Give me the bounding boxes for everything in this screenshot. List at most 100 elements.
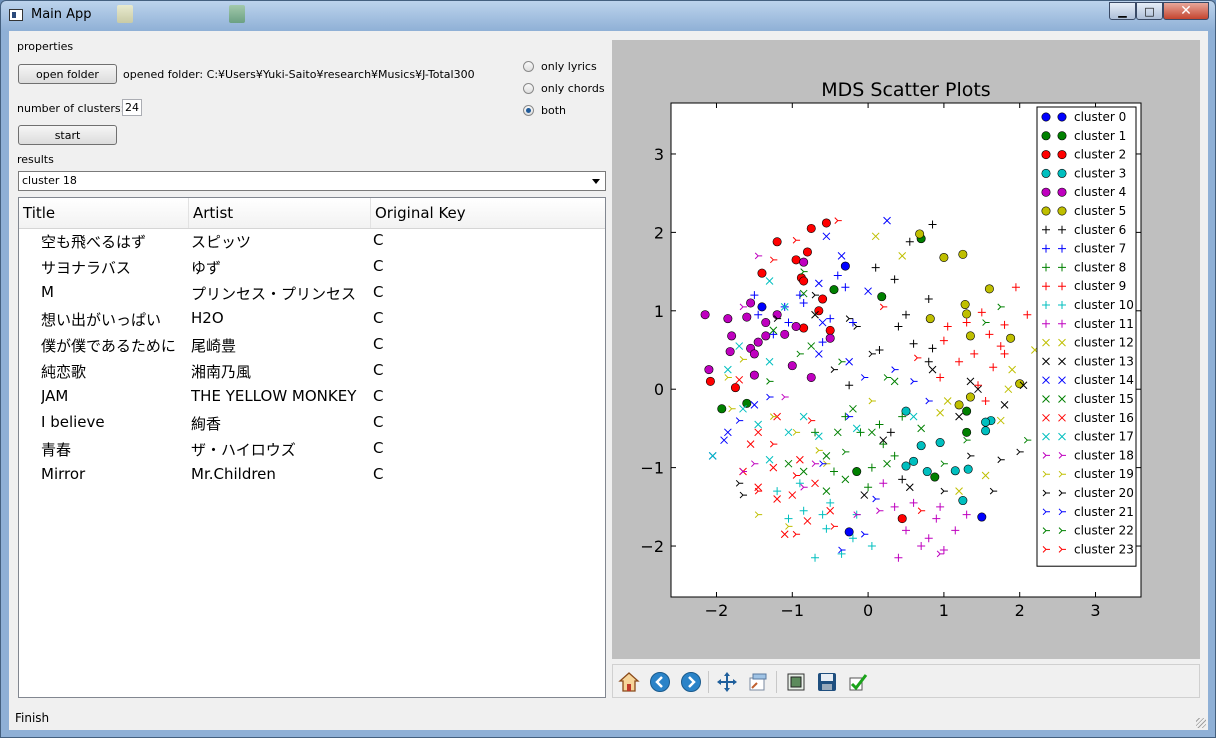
legend-marker <box>1058 452 1066 459</box>
table-row[interactable]: サヨナラバス ゆず C <box>19 255 605 281</box>
clusters-input[interactable]: 24 <box>122 99 142 116</box>
legend-label: cluster 17 <box>1074 430 1134 444</box>
open-folder-button[interactable]: open folder <box>18 64 117 84</box>
legend-marker <box>1058 301 1066 309</box>
data-point <box>940 460 948 468</box>
data-point <box>984 284 994 294</box>
legend-marker <box>1042 508 1050 516</box>
close-button[interactable]: ✕ <box>1163 2 1209 20</box>
data-point <box>822 487 831 495</box>
y-tick-label: −2 <box>640 537 664 556</box>
back-icon[interactable] <box>647 669 673 695</box>
legend-marker <box>1042 263 1050 272</box>
data-point <box>943 322 952 331</box>
table-row[interactable]: 空も飛べるはず スピッツ C <box>19 229 605 255</box>
data-point <box>765 277 774 285</box>
cell-original-key: C <box>373 387 384 405</box>
data-point <box>825 333 835 343</box>
table-row[interactable]: 純恋歌 湘南乃風 C <box>19 359 605 385</box>
data-point <box>872 495 880 503</box>
save-icon[interactable] <box>814 669 840 695</box>
data-point <box>909 498 918 507</box>
pan-icon[interactable] <box>714 669 740 695</box>
table-row[interactable]: Mirror Mr.Children C <box>19 463 605 489</box>
column-header-artist[interactable]: Artist <box>189 198 371 228</box>
column-header-original-key[interactable]: Original Key <box>375 204 466 222</box>
plot-canvas[interactable]: MDS Scatter Plots −2 −1 0 1 2 3 −2 −1 0 1 2 3 cluster… <box>612 40 1200 659</box>
minimize-button[interactable]: ▁ <box>1109 2 1136 20</box>
radio-only-lyrics[interactable]: only lyrics <box>523 60 597 73</box>
data-point <box>754 252 763 260</box>
legend-marker <box>1058 489 1066 497</box>
table-row[interactable]: 想い出がいっぱい H2O C <box>19 307 605 333</box>
cell-artist: 湘南乃風 <box>191 363 252 381</box>
data-point <box>989 363 998 372</box>
chevron-down-icon[interactable] <box>592 179 600 184</box>
radio-label: only lyrics <box>541 60 597 73</box>
home-icon[interactable] <box>616 669 642 695</box>
x-tick-label: −1 <box>780 601 804 620</box>
data-point <box>910 378 918 385</box>
cell-original-key: C <box>373 283 384 301</box>
legend-marker <box>1042 244 1050 253</box>
data-point <box>739 303 748 311</box>
data-point <box>928 365 937 374</box>
data-point <box>723 314 733 324</box>
cell-artist: 絢香 <box>191 415 222 433</box>
data-point <box>985 330 994 339</box>
legend-label: cluster 18 <box>1074 448 1134 462</box>
legend-marker <box>1058 508 1066 516</box>
data-point <box>940 487 948 495</box>
legend-label: cluster 7 <box>1074 242 1126 256</box>
maximize-button[interactable]: □ <box>1136 2 1163 20</box>
data-point <box>757 302 767 312</box>
radio-indicator[interactable] <box>523 83 534 94</box>
data-point <box>825 325 835 335</box>
radio-both[interactable]: both <box>523 104 566 117</box>
data-point <box>867 542 876 551</box>
data-point <box>766 378 774 385</box>
table-row[interactable]: 僕が僕であるために 尾崎豊 C <box>19 333 605 359</box>
data-point <box>841 475 850 484</box>
data-point <box>749 349 759 359</box>
data-point <box>802 247 812 257</box>
legend-label: cluster 9 <box>1074 279 1126 293</box>
chart-title: MDS Scatter Plots <box>821 79 990 101</box>
cell-artist: THE YELLOW MONKEY <box>191 387 357 405</box>
cell-artist: 尾崎豊 <box>191 337 237 355</box>
data-point <box>811 460 820 468</box>
legend-marker <box>1057 150 1067 160</box>
title-bar[interactable]: Main App ▁ □ ✕ <box>1 1 1215 31</box>
table-row[interactable]: JAM THE YELLOW MONKEY C <box>19 385 605 411</box>
data-point <box>799 467 808 476</box>
radio-only-chords[interactable]: only chords <box>523 82 605 95</box>
table-row[interactable]: I believe 絢香 C <box>19 411 605 437</box>
table-row[interactable]: 青春 ザ・ハイロウズ C <box>19 437 605 463</box>
edit-icon[interactable] <box>845 669 871 695</box>
resize-grip[interactable] <box>1196 718 1206 728</box>
x-tick-label: 1 <box>939 601 949 620</box>
radio-indicator[interactable] <box>523 61 534 72</box>
data-point <box>965 392 975 402</box>
data-point <box>811 428 820 437</box>
toolbar-separator <box>708 671 709 693</box>
subplots-icon[interactable] <box>783 669 809 695</box>
data-point <box>897 514 907 524</box>
data-point <box>928 220 937 229</box>
start-button[interactable]: start <box>18 125 117 145</box>
legend-label: cluster 13 <box>1074 354 1134 368</box>
radio-indicator[interactable] <box>523 105 534 116</box>
data-point <box>1015 379 1025 389</box>
zoom-icon[interactable] <box>745 669 771 695</box>
data-point <box>974 385 982 394</box>
table-row[interactable]: M プリンセス・プリンセス C <box>19 281 605 307</box>
forward-icon[interactable] <box>678 669 704 695</box>
data-point <box>943 397 952 405</box>
data-point <box>799 289 808 298</box>
data-point <box>739 356 748 363</box>
column-header-title[interactable]: Title <box>19 198 189 228</box>
data-point <box>837 549 846 558</box>
result-select[interactable]: cluster 18 <box>18 171 606 191</box>
data-point <box>818 318 827 327</box>
data-point <box>834 217 842 224</box>
